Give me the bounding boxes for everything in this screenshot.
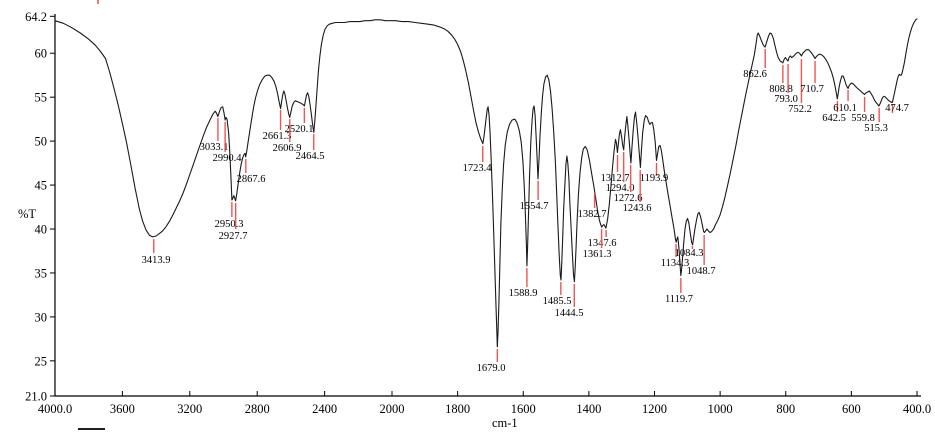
axes: 4000.0 3600 3200 2800 2400 2000 1800 1600 1400 12… — [25, 10, 931, 416]
y-tick-label: 35 — [35, 266, 48, 280]
peak-label-752.2: 752.2 — [788, 104, 812, 115]
y-tick-label: 40 — [35, 223, 48, 237]
peak-label-1382.7: 1382.7 — [578, 209, 607, 220]
artifact-marks — [78, 0, 105, 430]
peak-label-1243.6: 1243.6 — [623, 203, 652, 214]
transmittance-trace — [54, 18, 918, 348]
peak-label-2606.9: 2606.9 — [273, 143, 302, 154]
x-tick-label: 1200 — [642, 402, 667, 416]
peak-label-3413.9: 3413.9 — [142, 255, 171, 266]
peak-label-1679.0: 1679.0 — [477, 363, 506, 374]
peak-label-642.5: 642.5 — [822, 113, 846, 124]
peak-label-2520.1: 2520.1 — [285, 124, 314, 135]
peak-label-2867.6: 2867.6 — [237, 174, 266, 185]
peak-label-1485.5: 1485.5 — [543, 296, 572, 307]
y-tick-label: 21.0 — [25, 390, 47, 404]
peak-label-2950.3: 2950.3 — [215, 219, 244, 230]
peak-label-2661.3: 2661.3 — [263, 131, 292, 142]
x-tick-label: 1600 — [511, 402, 536, 416]
peak-label-808.8: 808.8 — [769, 84, 793, 95]
x-tick-label: 1800 — [445, 402, 470, 416]
peak-label-559.8: 559.8 — [851, 113, 875, 124]
x-tick-label: 1400 — [576, 402, 601, 416]
peak-label-2927.7: 2927.7 — [219, 231, 248, 242]
peak-label-3033.1: 3033.1 — [200, 142, 229, 153]
peak-label-793.0: 793.0 — [774, 94, 798, 105]
x-tick-label: 2800 — [245, 402, 270, 416]
y-tick-label: 50 — [35, 135, 48, 149]
y-tick-label: 45 — [35, 179, 48, 193]
x-tick-label: 2400 — [312, 402, 337, 416]
x-tick-label: 3600 — [110, 402, 135, 416]
y-tick-label: 55 — [35, 91, 48, 105]
peak-label-1554.7: 1554.7 — [520, 201, 549, 212]
peak-label-1272.6: 1272.6 — [614, 193, 643, 204]
peak-label-2990.4: 2990.4 — [213, 153, 243, 164]
y-axis-title: %T — [18, 207, 36, 221]
x-tick-label: 4000.0 — [38, 402, 72, 416]
peak-label-1294.0: 1294.0 — [606, 183, 635, 194]
x-tick-label: 2000 — [380, 402, 405, 416]
peak-label-862.6: 862.6 — [743, 69, 767, 80]
peak-label-1134.3: 1134.3 — [661, 258, 690, 269]
spectrum-curve — [54, 18, 918, 348]
peak-label-1084.3: 1084.3 — [675, 248, 704, 259]
peak-label-1193.9: 1193.9 — [640, 173, 669, 184]
x-tick-label: 1000 — [708, 402, 733, 416]
peak-label-1361.3: 1361.3 — [583, 249, 612, 260]
peak-label-1312.7: 1312.7 — [601, 173, 630, 184]
y-tick-label: 64.2 — [25, 10, 47, 24]
peak-label-610.1: 610.1 — [833, 103, 857, 114]
x-tick-label: 400.0 — [903, 402, 931, 416]
peak-label-2464.5: 2464.5 — [296, 151, 325, 162]
peak-label-1723.4: 1723.4 — [463, 163, 493, 174]
y-tick-label: 25 — [35, 354, 48, 368]
x-tick-label: 600 — [842, 402, 861, 416]
peak-label-515.3: 515.3 — [864, 123, 888, 134]
peak-label-1444.5: 1444.5 — [555, 308, 584, 319]
y-tick-label: 30 — [35, 310, 48, 324]
x-tick-label: 3200 — [177, 402, 202, 416]
x-axis-title: cm-1 — [492, 416, 518, 430]
peak-label-1588.9: 1588.9 — [509, 288, 538, 299]
peak-label-1119.7: 1119.7 — [665, 294, 693, 305]
peak-label-710.7: 710.7 — [800, 84, 824, 95]
peak-label-474.7: 474.7 — [885, 103, 909, 114]
y-tick-label: 60 — [35, 47, 48, 61]
x-tick-label: 800 — [776, 402, 795, 416]
peak-label-1048.7: 1048.7 — [687, 266, 716, 277]
